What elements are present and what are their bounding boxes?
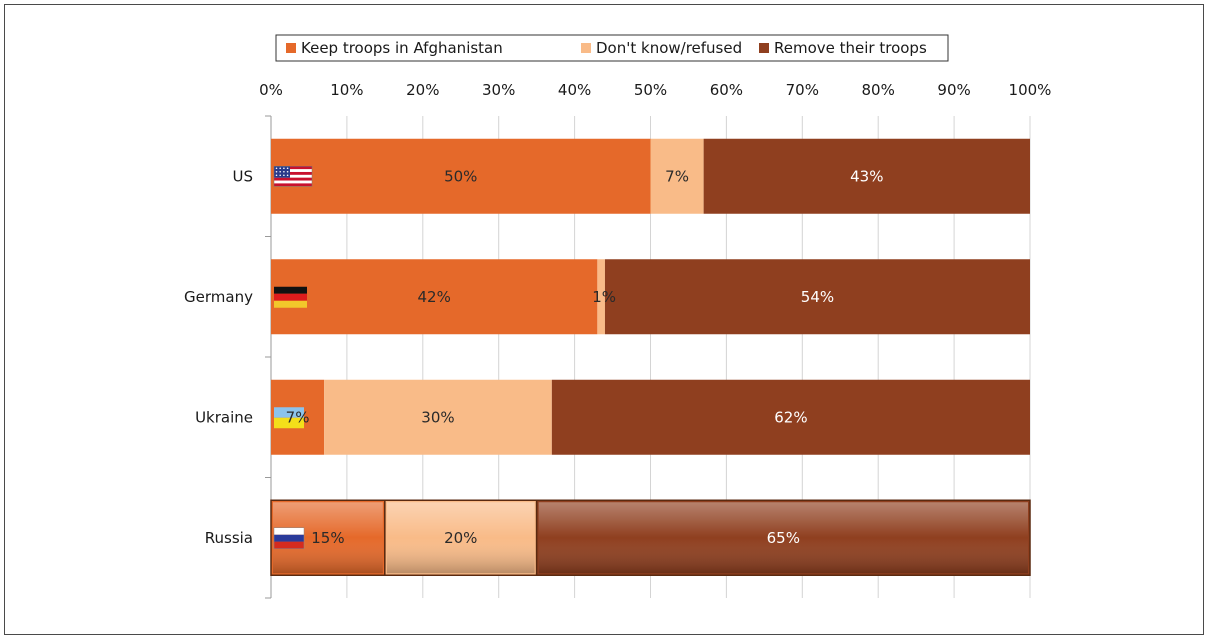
- data-label-ukraine-3: 62%: [774, 408, 807, 426]
- x-tick-label: 100%: [1009, 81, 1052, 99]
- legend-swatch-2: [581, 43, 591, 53]
- bars: [270, 138, 1031, 576]
- y-axis-categories: US Germany Ukraine Russia: [184, 167, 253, 547]
- data-label-us-1: 50%: [444, 167, 477, 185]
- bar-bevel-russia-3: [538, 502, 1028, 574]
- category-label-us: US: [232, 167, 253, 185]
- x-tick-label: 50%: [634, 81, 667, 99]
- legend-label-3: Remove their troops: [774, 39, 927, 57]
- x-tick-label: 70%: [786, 81, 819, 99]
- data-label-russia-2: 20%: [444, 529, 477, 547]
- stacked-bar-chart: Keep troops in Afghanistan Don't know/ref…: [184, 34, 1051, 599]
- data-label-germany-2: 1%: [592, 288, 616, 306]
- data-label-ukraine-1: 7%: [286, 408, 310, 426]
- category-label-germany: Germany: [184, 288, 253, 306]
- bar-bevel-russia-2: [386, 502, 535, 574]
- legend-label-1: Keep troops in Afghanistan: [301, 39, 503, 57]
- x-tick-label: 80%: [862, 81, 895, 99]
- x-tick-label: 90%: [937, 81, 970, 99]
- legend-swatch-3: [759, 43, 769, 53]
- bar-germany-3: [604, 259, 1030, 335]
- x-tick-label: 60%: [710, 81, 743, 99]
- x-tick-label: 20%: [406, 81, 439, 99]
- chart-frame: Keep troops in Afghanistan Don't know/ref…: [4, 4, 1204, 635]
- data-label-russia-3: 65%: [767, 529, 800, 547]
- flags: [273, 166, 313, 549]
- category-label-russia: Russia: [205, 529, 253, 547]
- data-label-russia-1: 15%: [311, 529, 344, 547]
- x-tick-label: 30%: [482, 81, 515, 99]
- bar-ukraine-3: [551, 379, 1030, 455]
- data-label-us-2: 7%: [665, 167, 689, 185]
- bar-ukraine-2: [324, 379, 552, 455]
- x-tick-label: 0%: [259, 81, 283, 99]
- category-label-ukraine: Ukraine: [195, 408, 253, 426]
- legend-box: [275, 34, 949, 62]
- data-label-germany-1: 42%: [418, 288, 451, 306]
- bar-us-2: [650, 138, 704, 214]
- bar-germany-1: [271, 259, 598, 335]
- x-tick-label: 10%: [330, 81, 363, 99]
- data-label-us-3: 43%: [850, 167, 883, 185]
- x-axis-ticks: 0% 10% 20% 30% 40% 50% 60% 70% 80% 90% 100%: [259, 81, 1051, 99]
- germany-flag-icon: [274, 286, 307, 308]
- x-tick-label: 40%: [558, 81, 591, 99]
- legend-swatch-1: [286, 43, 296, 53]
- legend-label-2: Don't know/refused: [596, 39, 742, 57]
- data-label-ukraine-2: 30%: [421, 408, 454, 426]
- data-label-germany-3: 54%: [801, 288, 834, 306]
- ukraine-flag-icon: [274, 407, 304, 429]
- us-flag-icon: [273, 166, 313, 187]
- russia-flag-icon: [273, 527, 305, 549]
- bar-us-1: [271, 138, 651, 214]
- bar-germany-2: [597, 259, 605, 335]
- data-labels: 50% 7% 43% 42% 1% 54% 7% 30% 62% 15% 20% 65%: [286, 167, 884, 547]
- bar-us-3: [703, 138, 1030, 214]
- legend: Keep troops in Afghanistan Don't know/ref…: [275, 34, 949, 62]
